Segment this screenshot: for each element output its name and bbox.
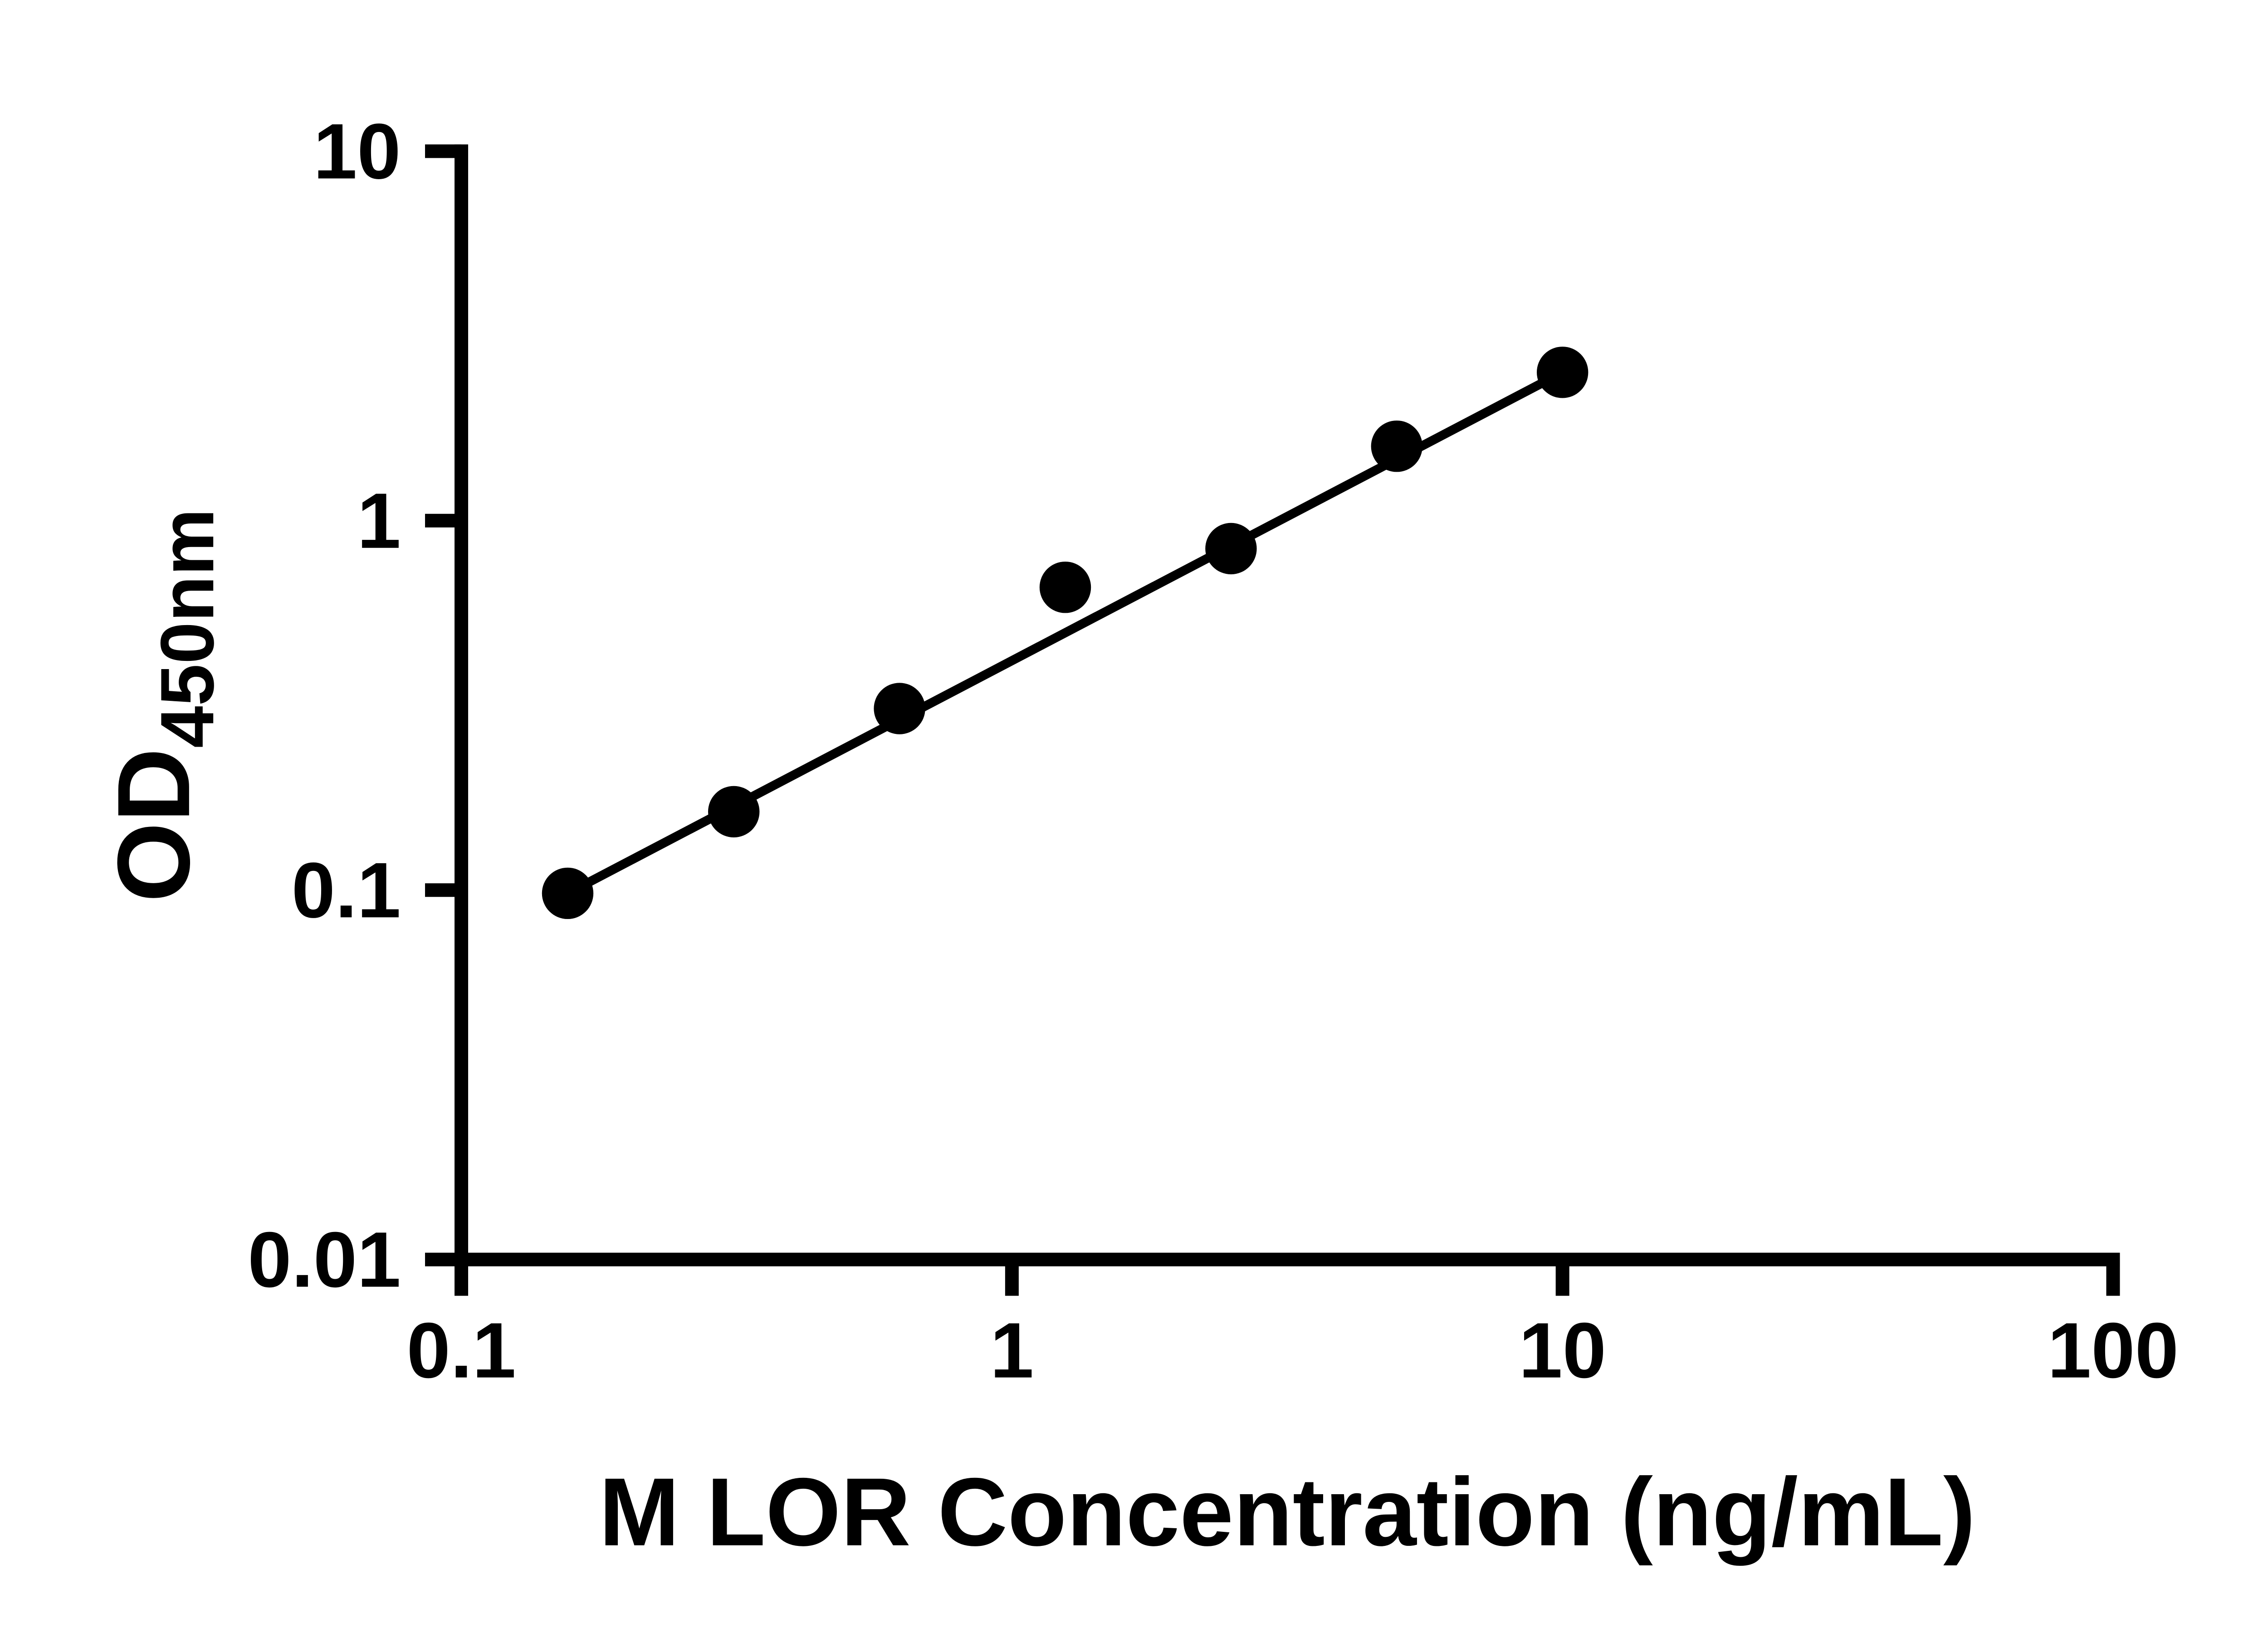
data-point bbox=[874, 683, 925, 734]
y-axis-title-subscript: 450nm bbox=[145, 508, 230, 748]
x-tick-label: 10 bbox=[1519, 1306, 1606, 1394]
y-axis-title: OD450nm bbox=[97, 508, 230, 902]
y-tick-label: 10 bbox=[313, 107, 401, 195]
axis-lines bbox=[455, 144, 2120, 1266]
data-point bbox=[542, 867, 594, 919]
data-point bbox=[1371, 420, 1422, 472]
data-point bbox=[708, 786, 760, 838]
y-axis-title-main: OD bbox=[97, 748, 211, 902]
data-point bbox=[1536, 347, 1589, 398]
x-tick-label: 0.1 bbox=[407, 1306, 516, 1394]
data-point bbox=[1205, 523, 1257, 575]
y-tick-label: 0.1 bbox=[292, 846, 401, 934]
x-axis-title: M LOR Concentration (ng/mL) bbox=[599, 1458, 1975, 1566]
y-tick-label: 0.01 bbox=[248, 1216, 401, 1304]
x-tick-label: 100 bbox=[2048, 1306, 2179, 1394]
data-point bbox=[1039, 562, 1091, 613]
x-tick-label: 1 bbox=[990, 1306, 1034, 1394]
y-tick-label: 1 bbox=[357, 477, 401, 565]
